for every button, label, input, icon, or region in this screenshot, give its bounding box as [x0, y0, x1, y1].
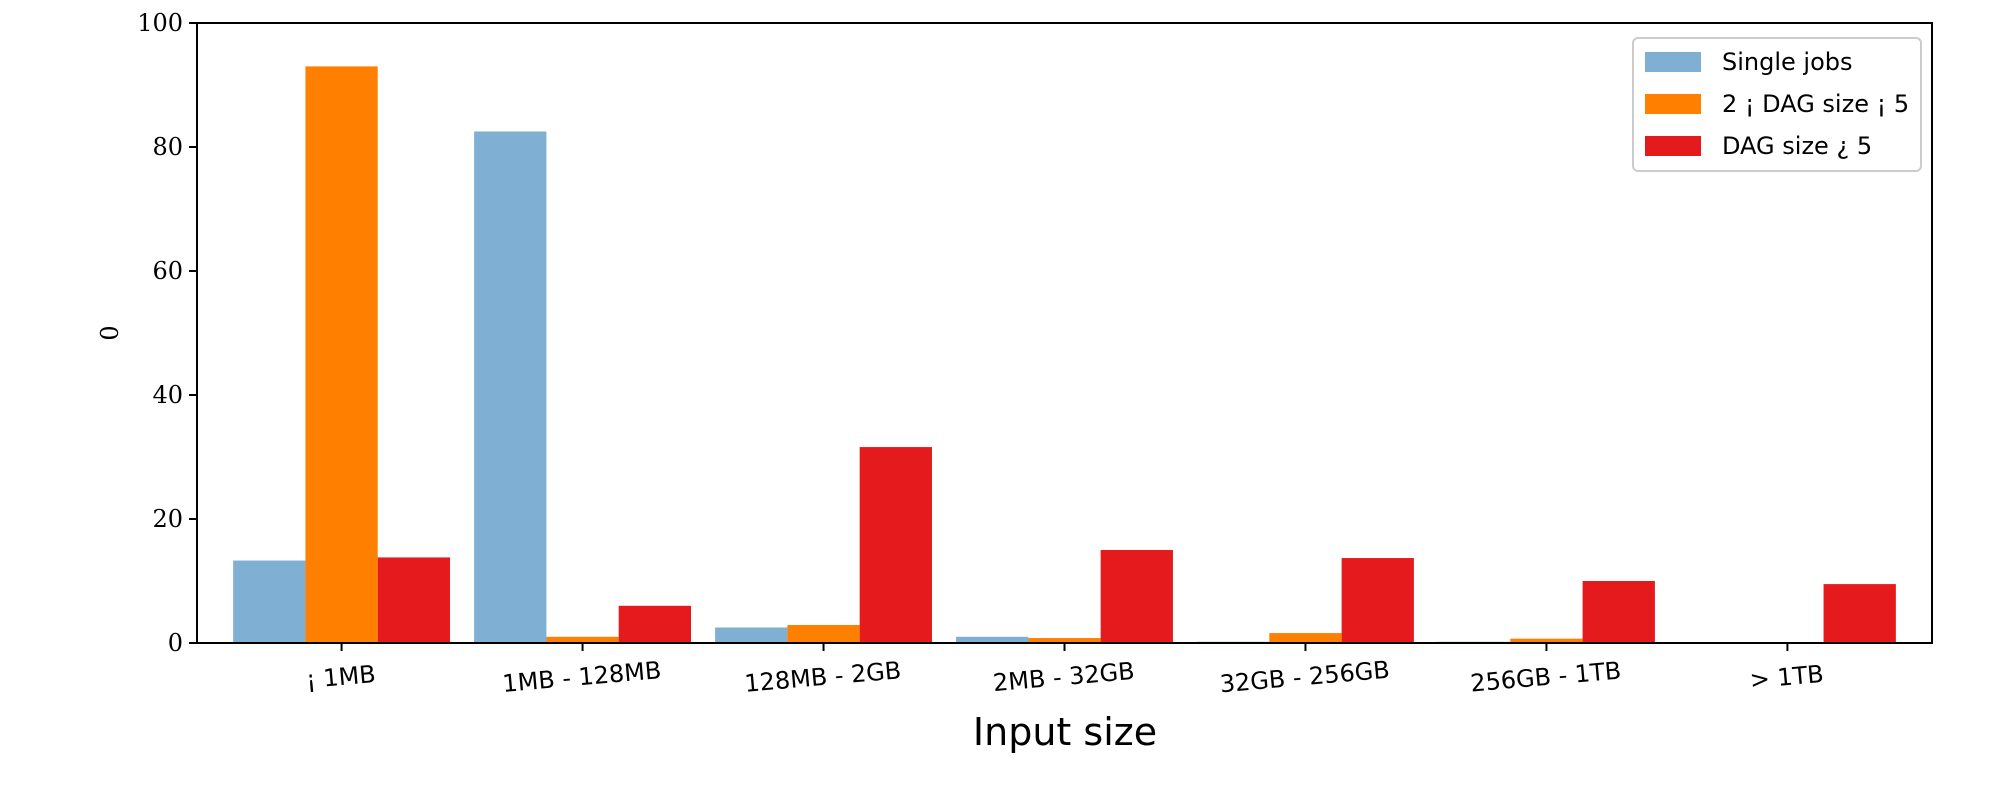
legend-frame [1632, 37, 1922, 172]
x-tick-label-3: 2MB - 32GB [992, 657, 1136, 697]
bar-2-5 [1582, 581, 1655, 643]
legend-swatch-1 [1645, 94, 1701, 114]
bar-1-5 [1510, 638, 1583, 643]
legend-label-0: Single jobs [1722, 48, 1853, 76]
bar-2-4 [1341, 558, 1414, 643]
legend-items: Single jobs 2 ¡ DAG size ¡ 5 DAG size ¿ 5 [1645, 48, 1909, 160]
x-tick-label-2: 128MB - 2GB [743, 656, 902, 698]
bar-2-6 [1823, 584, 1896, 643]
x-axis: ¡ 1MB 1MB - 128MB 128MB - 2GB 2MB - 32GB 32G… [305, 643, 1825, 698]
y-axis: 0 20 40 60 80 100 [137, 9, 197, 657]
legend-label-2: DAG size ¿ 5 [1722, 132, 1872, 160]
bar-1-1 [546, 636, 619, 643]
legend-swatch-2 [1645, 136, 1701, 156]
bar-0-2 [715, 627, 788, 643]
legend-label-1: 2 ¡ DAG size ¡ 5 [1722, 90, 1909, 118]
y-tick-label-0: 0 [168, 629, 183, 657]
legend-swatch-0 [1645, 52, 1701, 72]
x-tick-label-4: 32GB - 256GB [1219, 656, 1391, 699]
bar-2-2 [859, 447, 932, 643]
y-tick-label-5: 100 [137, 9, 183, 37]
bar-0-3 [956, 636, 1029, 643]
y-tick-label-3: 60 [152, 257, 183, 285]
x-tick-label-5: 256GB - 1TB [1469, 656, 1622, 697]
x-axis-label: Input size [973, 710, 1157, 754]
y-axis-label: 0 [96, 325, 124, 340]
bar-0-0 [233, 560, 306, 643]
x-tick-label-0: ¡ 1MB [305, 660, 377, 694]
bar-2-1 [618, 605, 691, 643]
bar-1-2 [787, 625, 860, 643]
y-tick-label-2: 40 [152, 381, 183, 409]
legend: Single jobs 2 ¡ DAG size ¡ 5 DAG size ¿ 5 [1632, 37, 1922, 172]
bar-0-1 [474, 131, 547, 643]
bar-2-3 [1100, 550, 1173, 643]
y-tick-label-1: 20 [152, 505, 183, 533]
bars-layer [233, 66, 1896, 643]
x-tick-label-6: > 1TB [1749, 660, 1825, 694]
bar-1-3 [1028, 638, 1101, 643]
bar-2-0 [377, 557, 451, 643]
x-tick-label-1: 1MB - 128MB [501, 656, 662, 698]
y-tick-label-4: 80 [152, 133, 183, 161]
bar-1-0 [305, 66, 378, 643]
bar-1-4 [1269, 633, 1342, 643]
